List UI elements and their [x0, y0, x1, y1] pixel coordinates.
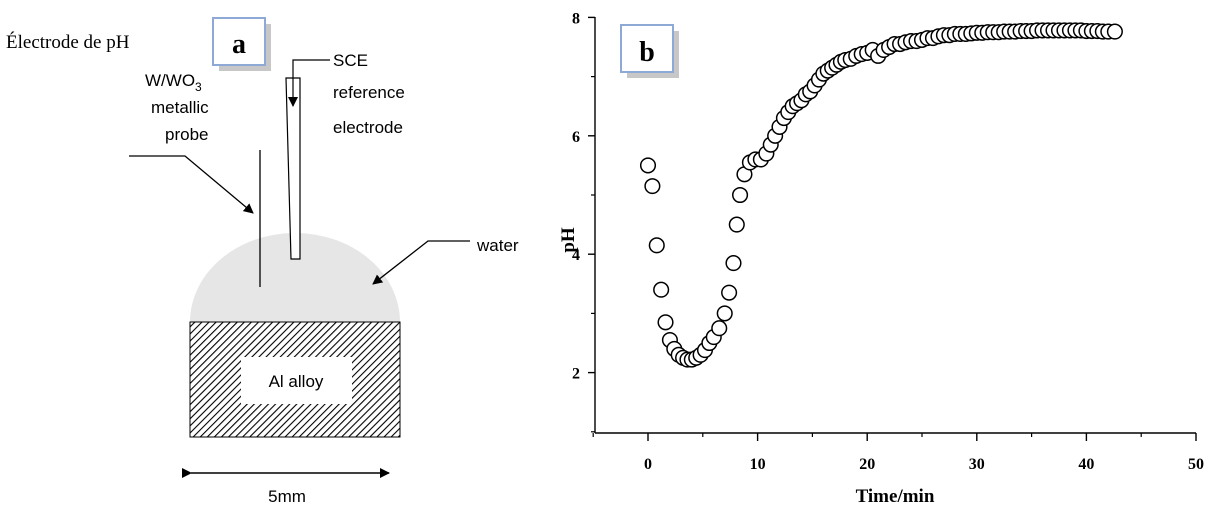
- probe-label-subscript: 3: [195, 80, 202, 94]
- x-ticks: 0 10 20 30 40 50: [592, 433, 1204, 473]
- alloy-block: [189, 321, 401, 438]
- x-tick-label: 10: [750, 456, 766, 473]
- panel-a-label-box: [212, 17, 266, 66]
- x-tick-label: 40: [1078, 456, 1094, 473]
- panel-b-label-box: [620, 24, 674, 73]
- y-axis-title: pH: [558, 227, 579, 253]
- y-tick-label: 6: [572, 129, 580, 146]
- data-point: [639, 157, 657, 174]
- y-ticks: 2 4 6 8: [572, 10, 595, 433]
- y-tick-label: 4: [572, 247, 580, 264]
- data-point: [732, 186, 749, 204]
- y-tick-label: 2: [572, 366, 580, 383]
- probe-label-line-2: metallic: [151, 98, 209, 117]
- probe-label-line-1: W/WO: [145, 71, 195, 90]
- figure-caption: Électrode de pH: [6, 31, 130, 53]
- reference-label: SCE reference electrode: [333, 51, 410, 137]
- reference-electrode: [285, 77, 301, 260]
- reference-label-line-2: reference: [333, 83, 405, 102]
- probe-leader-arrow: [129, 155, 254, 214]
- data-point: [711, 320, 728, 337]
- reference-label-line-1: SCE: [333, 51, 368, 70]
- data-point: [648, 237, 665, 254]
- x-tick-label: 0: [644, 456, 652, 473]
- data-point: [728, 216, 745, 233]
- data-point: [1106, 23, 1123, 40]
- alloy-label-box: [241, 357, 352, 404]
- y-tick-label: 8: [572, 10, 580, 27]
- water-leader-arrow: [372, 240, 470, 285]
- probe-label: W/WO3 metallic probe: [145, 71, 213, 144]
- data-point: [653, 281, 670, 298]
- panel-b-letter: b: [639, 37, 655, 68]
- x-axis-title: Time/min: [856, 486, 935, 507]
- x-tick-label: 20: [859, 456, 875, 473]
- x-tick-label: 50: [1188, 456, 1204, 473]
- water-label: water: [476, 236, 519, 255]
- water-droplet: [190, 233, 400, 322]
- scale-label: 5mm: [268, 487, 306, 506]
- panel-b: b 0 10 20 30 40 50 2 4 6 8 Time/min pH: [558, 10, 1204, 507]
- data-point: [716, 305, 733, 322]
- data-point: [721, 284, 738, 301]
- data-point: [725, 255, 742, 272]
- reference-leader-arrow: [288, 59, 330, 107]
- alloy-label: Al alloy: [269, 372, 324, 391]
- probe-label-line-3: probe: [165, 125, 208, 144]
- x-tick-label: 30: [969, 456, 985, 473]
- data-points: [639, 22, 1123, 368]
- data-point: [644, 178, 661, 195]
- data-point: [657, 314, 674, 331]
- reference-label-line-3: electrode: [333, 118, 403, 137]
- panel-a: a Al alloy W/WO3 metallic probe SCE refe…: [129, 17, 519, 506]
- panel-a-letter: a: [232, 29, 246, 60]
